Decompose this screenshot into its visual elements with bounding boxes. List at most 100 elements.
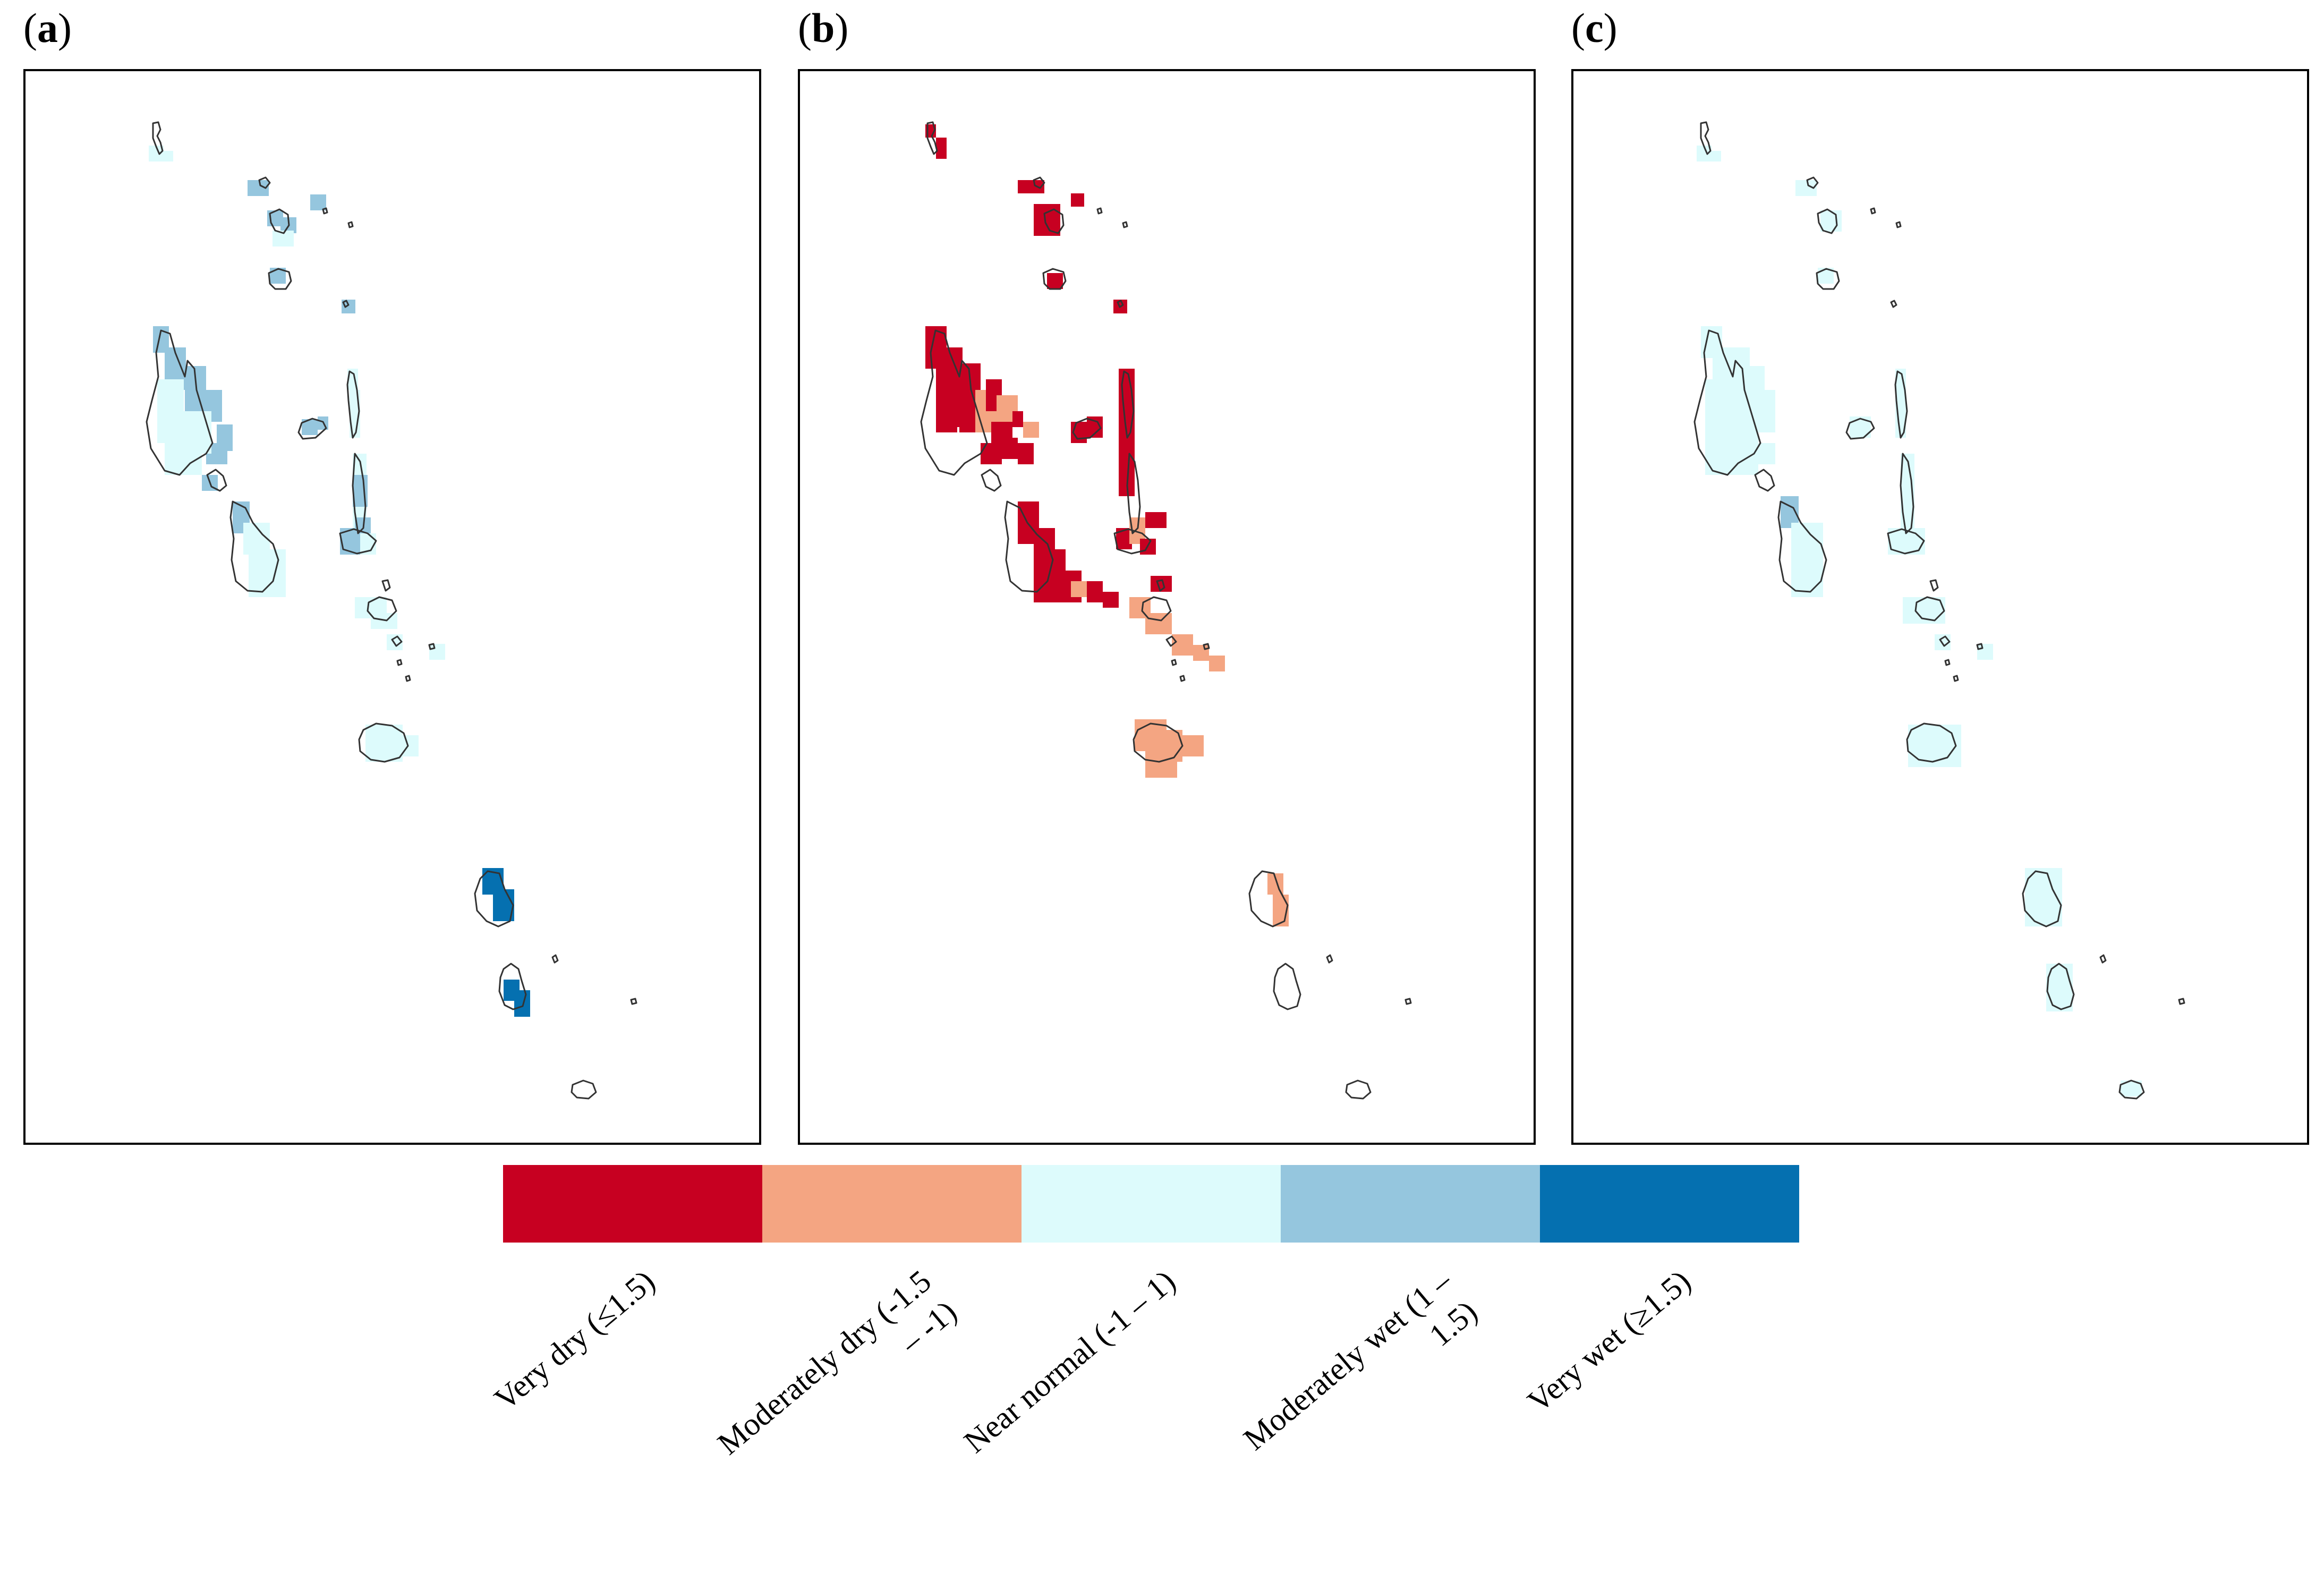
legend-label-moderately-dry: Moderately dry (-1.5 – -1): [711, 1263, 964, 1461]
island-aniwa: [2099, 954, 2107, 964]
grid-cell-very-wet: [514, 990, 530, 1017]
island-vanualava: [1043, 208, 1065, 234]
island-merelava: [1870, 207, 1876, 215]
island-malekula: [229, 500, 279, 593]
grid-cell-near-normal: [371, 613, 397, 629]
island-maewo: [1894, 370, 1908, 439]
island-santamaria: [1816, 268, 1840, 290]
island-aneityum: [1345, 1079, 1372, 1100]
panel-label-c: (c): [1571, 5, 1618, 51]
legend-swatch-moderately-dry: [762, 1165, 1021, 1243]
island-pentecost: [1126, 453, 1141, 534]
island-merelava2: [1122, 221, 1128, 228]
grid-cell-moderately-dry: [1193, 645, 1209, 661]
island-ureparapara: [258, 176, 271, 189]
island-epi: [367, 596, 397, 622]
island-shepherd4: [405, 675, 411, 682]
island-shepherd3: [1944, 659, 1951, 666]
grid-cell-very-dry: [1012, 411, 1023, 427]
island-santoE: [206, 469, 227, 492]
island-shepherd4: [1953, 675, 1959, 682]
grid-cell-very-dry: [1087, 581, 1103, 602]
map-panel-c: [1571, 69, 2309, 1145]
map-panel-b: [798, 69, 1536, 1145]
grid-cell-near-normal: [1710, 151, 1721, 161]
grid-cell-moderately-dry: [1209, 656, 1225, 671]
island-santo: [1693, 329, 1761, 476]
grid-cell-near-normal: [1908, 725, 1961, 767]
grid-cell-moderately-dry: [1023, 422, 1039, 438]
island-vanualava: [269, 208, 290, 234]
island-santo: [920, 329, 988, 476]
island-ambrym: [1113, 528, 1152, 555]
island-merig: [1117, 300, 1124, 308]
island-futuna: [2178, 998, 2185, 1005]
island-santo: [146, 329, 214, 476]
legend-label-very-dry: Very dry (≤1.5): [488, 1263, 661, 1417]
grid-cell-near-normal: [157, 379, 184, 443]
island-torres: [1700, 121, 1712, 155]
island-paama: [1929, 579, 1939, 592]
island-erromango: [2022, 870, 2062, 928]
grid-cell-very-dry: [1071, 193, 1084, 207]
legend-swatch-moderately-wet: [1281, 1165, 1540, 1243]
coastlines-b: [920, 121, 1412, 1100]
island-merelava: [1096, 207, 1103, 215]
island-aoba: [1072, 418, 1102, 440]
grid-cells-b: [925, 124, 1289, 926]
map-b: [920, 121, 1412, 1100]
island-malekula: [1777, 500, 1827, 593]
grid-cell-very-dry: [1047, 273, 1063, 289]
island-efate: [1133, 722, 1184, 763]
grid-cells-a: [149, 146, 530, 1017]
grid-cell-very-dry: [1034, 204, 1060, 236]
coastlines-c: [1693, 121, 2185, 1100]
island-futuna: [1404, 998, 1412, 1005]
grid-cell-near-normal: [1754, 443, 1775, 464]
island-santoE: [981, 469, 1002, 492]
grid-cell-moderately-dry: [1172, 634, 1193, 656]
island-efate: [358, 722, 409, 763]
grid-cell-very-dry: [1018, 443, 1034, 464]
grid-cell-moderately-dry: [1145, 613, 1172, 634]
island-aoba: [297, 418, 327, 440]
island-erromango: [474, 870, 514, 928]
grid-cell-near-normal: [365, 725, 403, 762]
island-aneityum: [571, 1079, 597, 1100]
grid-cell-very-dry: [1103, 592, 1119, 608]
island-merelava: [322, 207, 328, 215]
island-shepherd2: [1203, 643, 1210, 650]
grid-cell-very-dry: [936, 138, 947, 159]
grid-cells-c: [1697, 146, 2142, 1096]
legend-swatch-very-dry: [503, 1165, 762, 1243]
island-shepherd4: [1179, 675, 1186, 682]
island-aniwa: [1326, 954, 1333, 964]
grid-cell-near-normal: [1820, 210, 1842, 232]
grid-cell-moderately-dry: [1145, 751, 1177, 778]
island-merelava2: [1895, 221, 1902, 228]
island-malekula: [1004, 500, 1054, 593]
grid-cell-very-dry: [1145, 512, 1167, 528]
island-torres: [152, 121, 164, 155]
grid-cell-near-normal: [249, 549, 286, 597]
island-vanualava: [1817, 208, 1838, 234]
island-ureparapara: [1806, 176, 1819, 189]
grid-cell-near-normal: [1705, 379, 1758, 475]
island-maewo: [1121, 370, 1135, 439]
grid-cell-near-normal: [1977, 644, 1993, 660]
island-efate: [1906, 722, 1957, 763]
island-santamaria: [268, 268, 292, 290]
island-epi: [1914, 596, 1945, 622]
panel-label-a: (a): [23, 5, 72, 51]
grid-cell-moderately-wet: [310, 194, 326, 210]
island-aoba: [1845, 418, 1875, 440]
island-ambrym: [1887, 528, 1925, 555]
island-shepherd1: [1939, 635, 1951, 647]
legend-swatch-very-wet: [1540, 1165, 1799, 1243]
island-paama: [1156, 579, 1165, 592]
island-epi: [1141, 596, 1172, 622]
island-merig: [1890, 300, 1897, 308]
island-shepherd3: [1171, 659, 1177, 666]
island-shepherd3: [396, 659, 403, 666]
island-futuna: [630, 998, 637, 1005]
